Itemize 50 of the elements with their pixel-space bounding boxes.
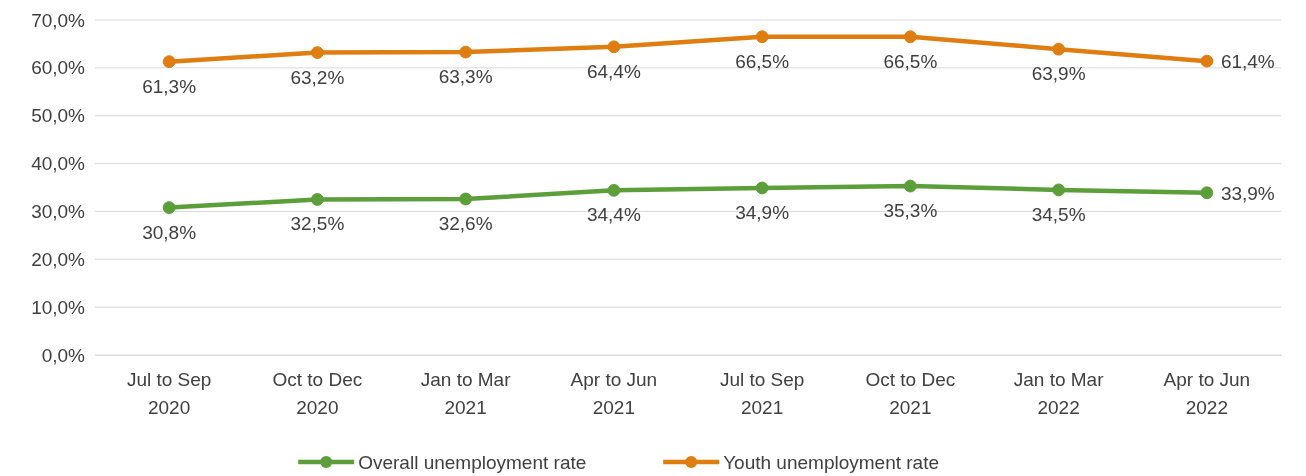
x-tick-label: Oct to Dec 2020: [272, 369, 363, 419]
point: [310, 46, 324, 59]
point: [162, 201, 176, 215]
y-tick-label: 70,0%: [31, 9, 86, 31]
point: [310, 193, 324, 206]
data-label: 61,3%: [142, 75, 197, 97]
point: [459, 192, 473, 206]
point: [1052, 183, 1066, 197]
legend-label: Overall unemployment rate: [358, 452, 587, 473]
y-tick-label: 40,0%: [31, 153, 86, 175]
y-tick-label: 10,0%: [31, 296, 86, 318]
point: [903, 30, 917, 44]
y-tick-label: 50,0%: [31, 105, 86, 127]
data-label: 63,2%: [290, 66, 345, 88]
x-tick-label: Jul to Sep 2020: [126, 369, 212, 419]
y-tick-label: 60,0%: [31, 57, 86, 79]
x-tick-label: Jan to Mar 2022: [1013, 369, 1105, 419]
point: [1052, 42, 1066, 56]
point: [607, 40, 621, 54]
data-label: 32,5%: [290, 213, 345, 235]
data-label: 64,4%: [586, 60, 641, 82]
y-tick-label: 0,0%: [41, 344, 86, 366]
data-label: 66,5%: [735, 50, 790, 72]
point: [903, 179, 917, 193]
data-label: 32,6%: [438, 212, 493, 234]
data-label: 34,4%: [586, 204, 641, 226]
point: [1200, 54, 1214, 68]
x-tick-label: Oct to Dec 2021: [865, 369, 956, 419]
data-label: 63,9%: [1031, 63, 1086, 85]
data-label: 63,3%: [438, 66, 493, 88]
y-tick-label: 20,0%: [31, 248, 86, 270]
y-tick-label: 30,0%: [31, 201, 86, 223]
point: [607, 183, 621, 197]
x-tick-label: Apr to Jun 2022: [1163, 369, 1251, 419]
data-label: 34,9%: [735, 201, 790, 223]
point: [1200, 186, 1214, 200]
data-label: 30,8%: [142, 221, 197, 243]
data-label: 66,5%: [883, 50, 938, 72]
legend-label: Youth unemployment rate: [723, 452, 940, 473]
point: [459, 45, 473, 59]
point: [755, 181, 769, 195]
x-tick-label: Jan to Mar 2021: [420, 369, 512, 419]
point: [162, 55, 176, 69]
data-label: 33,9%: [1220, 182, 1275, 204]
x-tick-label: Apr to Jun 2021: [570, 369, 658, 419]
data-label: 34,5%: [1031, 203, 1086, 225]
point: [755, 30, 769, 44]
data-label: 35,3%: [883, 200, 938, 222]
x-tick-label: Jul to Sep 2021: [719, 369, 805, 419]
data-label: 61,4%: [1220, 51, 1275, 73]
